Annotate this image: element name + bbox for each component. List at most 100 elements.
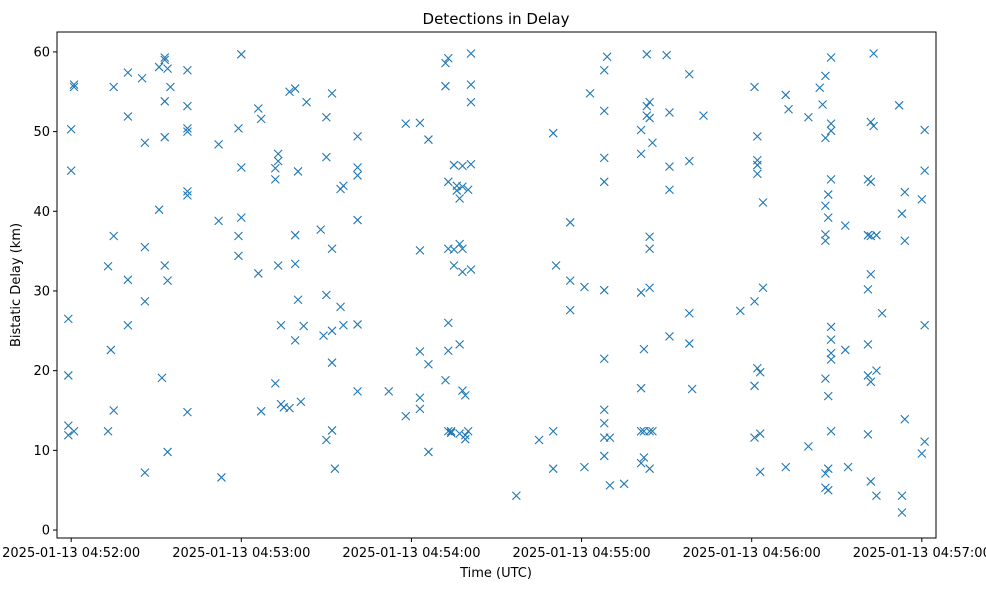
data-point-31	[160, 261, 170, 270]
data-point-193	[665, 162, 674, 172]
data-point-271	[900, 187, 910, 197]
data-point-4	[66, 124, 76, 134]
data-point-118	[446, 428, 456, 438]
data-point-103	[415, 347, 425, 356]
data-point-39	[183, 127, 192, 136]
data-point-148	[548, 464, 558, 474]
data-point-239	[826, 126, 836, 136]
data-point-76	[316, 225, 326, 235]
data-point-197	[684, 156, 694, 166]
data-point-275	[917, 449, 927, 458]
data-point-5	[66, 166, 76, 176]
data-point-236	[823, 391, 833, 401]
data-point-225	[821, 133, 830, 143]
x-tick-label-5: 2025-01-13 04:57:00	[853, 546, 986, 561]
data-point-244	[826, 355, 836, 364]
data-point-178	[639, 344, 649, 354]
data-point-253	[863, 430, 873, 439]
data-point-234	[823, 190, 833, 199]
data-point-156	[599, 65, 609, 75]
data-point-212	[755, 429, 765, 439]
data-point-25	[154, 205, 164, 215]
data-point-182	[645, 97, 655, 107]
data-point-0	[63, 314, 73, 324]
data-point-221	[804, 441, 813, 451]
data-point-203	[750, 82, 759, 92]
data-point-176	[639, 453, 649, 462]
data-point-15	[123, 68, 133, 78]
data-point-179	[642, 49, 652, 59]
data-point-161	[599, 354, 609, 364]
y-tick-label-3: 30	[33, 284, 50, 299]
data-point-201	[699, 111, 708, 121]
data-point-173	[636, 383, 646, 393]
data-point-142	[466, 159, 476, 169]
data-point-242	[826, 335, 836, 344]
data-point-224	[821, 71, 830, 81]
data-point-218	[784, 104, 793, 114]
data-point-119	[446, 426, 456, 436]
data-point-22	[140, 296, 150, 306]
data-point-116	[443, 346, 453, 356]
data-point-266	[877, 308, 887, 318]
data-point-8	[69, 426, 79, 436]
data-point-21	[140, 242, 150, 252]
data-point-105	[415, 404, 425, 414]
data-point-12	[109, 406, 119, 415]
data-point-81	[321, 435, 331, 445]
y-axis-ticks: 0 10 20 30 40 50 60	[33, 45, 57, 539]
data-point-246	[840, 221, 850, 231]
data-point-172	[636, 288, 646, 297]
data-point-162	[599, 405, 609, 415]
data-point-251	[863, 339, 873, 349]
data-point-269	[897, 508, 907, 517]
data-point-166	[602, 52, 612, 62]
data-point-16	[123, 112, 133, 121]
data-point-180	[642, 101, 652, 111]
data-point-109	[441, 58, 450, 68]
data-point-85	[327, 358, 337, 368]
x-axis-label: Time (UTC)	[459, 566, 532, 581]
data-point-102	[415, 245, 425, 255]
data-point-195	[665, 332, 674, 341]
data-point-259	[866, 477, 876, 486]
data-point-151	[565, 276, 575, 286]
data-point-208	[752, 155, 762, 165]
data-point-278	[920, 320, 930, 330]
data-point-268	[897, 209, 907, 219]
y-axis-label: Bistatic Delay (km)	[9, 223, 24, 347]
data-point-3	[63, 430, 73, 440]
data-point-186	[645, 283, 655, 293]
data-point-144	[511, 491, 521, 501]
data-point-90	[338, 181, 348, 191]
data-point-198	[684, 308, 694, 318]
data-point-183	[645, 113, 655, 123]
data-point-147	[548, 426, 558, 436]
data-point-152	[565, 305, 575, 315]
data-point-113	[443, 177, 453, 187]
data-point-28	[160, 55, 170, 65]
data-point-61	[273, 261, 283, 270]
data-point-27	[160, 53, 170, 62]
data-point-187	[645, 426, 655, 436]
data-point-223	[818, 100, 827, 109]
data-point-277	[920, 166, 930, 176]
data-point-213	[755, 467, 765, 477]
data-point-252	[863, 371, 873, 380]
data-point-58	[273, 149, 283, 159]
data-point-214	[755, 367, 765, 377]
y-tick-label-2: 20	[33, 364, 50, 379]
data-point-93	[353, 163, 362, 172]
y-tick-label-4: 40	[33, 205, 50, 220]
data-point-49	[236, 49, 246, 59]
data-point-134	[460, 390, 470, 400]
data-point-73	[296, 397, 306, 407]
x-tick-label-0: 2025-01-13 04:52:00	[2, 546, 140, 561]
data-point-82	[327, 88, 337, 98]
data-point-248	[843, 462, 853, 472]
data-point-132	[458, 161, 467, 171]
data-point-131	[458, 182, 467, 191]
data-point-62	[276, 320, 286, 330]
data-point-69	[290, 259, 300, 269]
data-point-1	[63, 371, 73, 380]
